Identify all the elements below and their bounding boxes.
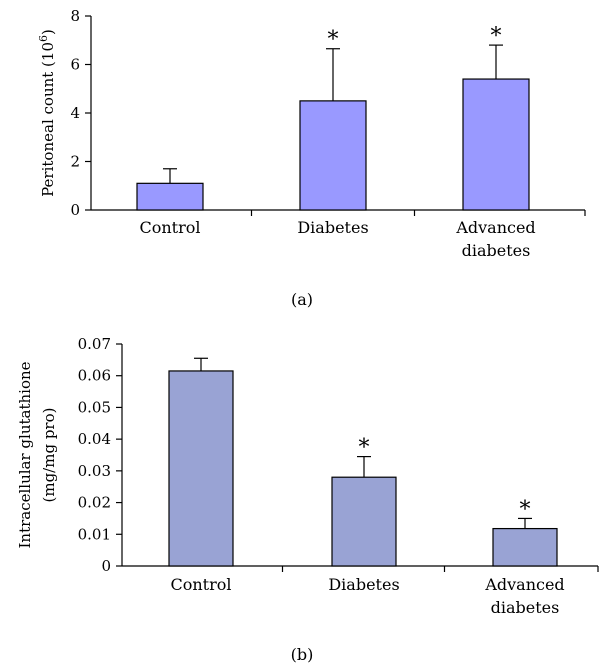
y-tick-label-b: 0 (101, 557, 111, 575)
category-label-a-0: Control (139, 218, 200, 237)
y-tick-label-b: 0.07 (78, 335, 111, 353)
category-label-a-1: Diabetes (297, 218, 368, 237)
significance-marker-b-2: * (520, 497, 531, 522)
bar-a-0 (136, 182, 204, 211)
bar-a-1 (299, 100, 367, 211)
significance-marker-a-1: * (328, 28, 339, 53)
y-tick-label-b: 0.06 (78, 367, 111, 385)
chart-panel-a: 0 2 4 6 8 Control * Diabetes * Advanced diabetes Pe… (37, 7, 586, 309)
category-label-b-2: Advanced (484, 575, 564, 594)
y-tick-label-b: 0.05 (78, 398, 111, 416)
y-tick-label-b: 0.03 (78, 462, 111, 480)
panel-label-b: (b) (291, 645, 314, 664)
category-label-a-2: Advanced (455, 218, 535, 237)
y-tick-label-a: 6 (70, 56, 80, 74)
category-label-b-0: Control (170, 575, 231, 594)
category-label-b-1: Diabetes (328, 575, 399, 594)
y-axis-label-a: Peritoneal count (106) (37, 29, 57, 197)
y-tick-label-a: 2 (70, 153, 80, 171)
category-label-a-2: diabetes (462, 241, 531, 260)
y-tick-label-a: 8 (70, 7, 80, 25)
category-label-b-2: diabetes (491, 598, 560, 617)
significance-marker-b-1: * (359, 436, 370, 461)
y-tick-label-b: 0.04 (78, 430, 111, 448)
chart-panel-b: 0 0.01 0.02 0.03 0.04 0.05 0.06 0.07 Control * Dia… (16, 335, 599, 664)
bar-b-2 (492, 527, 558, 567)
significance-marker-a-2: * (491, 24, 502, 49)
y-tick-label-a: 4 (70, 104, 80, 122)
bar-b-1 (331, 476, 397, 567)
panel-label-a: (a) (291, 290, 313, 309)
y-tick-label-b: 0.02 (78, 494, 111, 512)
y-tick-label-a: 0 (70, 201, 80, 219)
y-axis-label-b: (mg/mg pro) (40, 408, 58, 503)
bar-b-0 (168, 370, 234, 567)
y-tick-label-b: 0.01 (78, 525, 111, 543)
y-axis-label-b: Intracellular glutathione (16, 361, 34, 548)
bar-a-2 (462, 78, 530, 211)
